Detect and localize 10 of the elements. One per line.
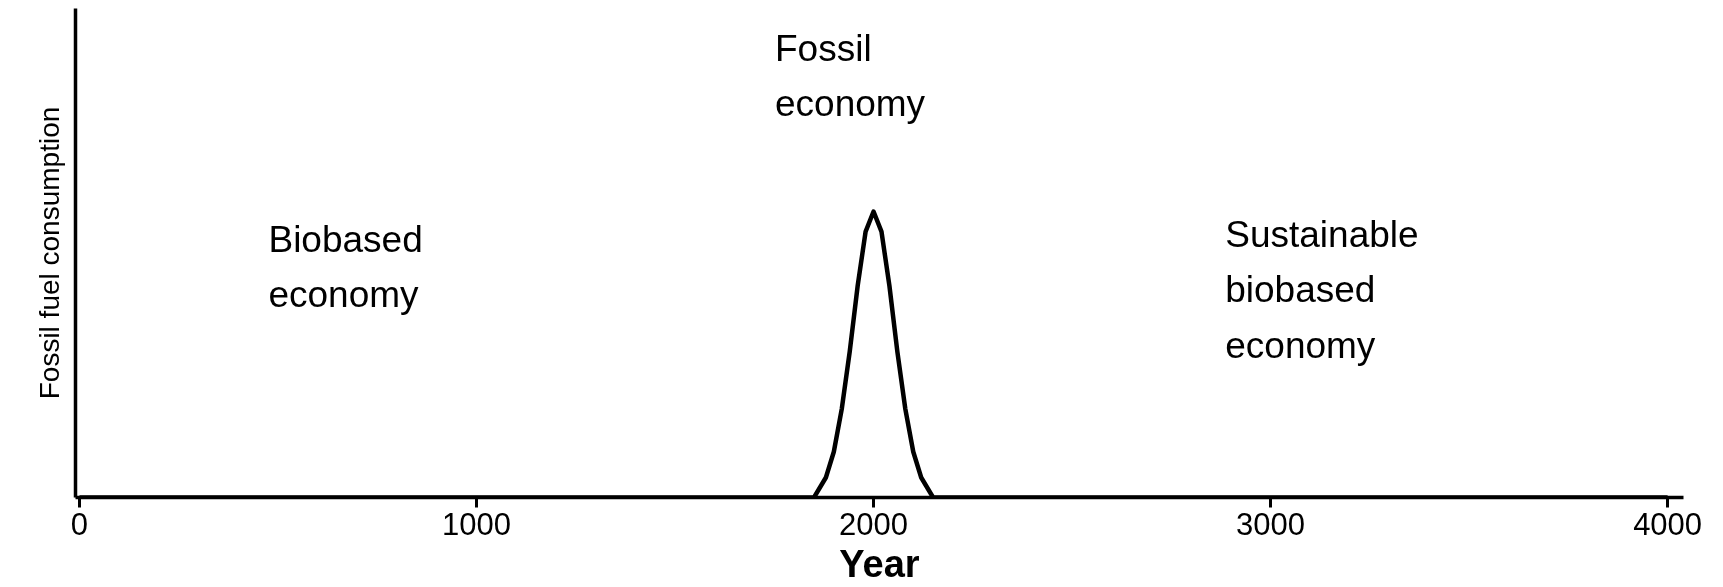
annotation: Biobased economy xyxy=(268,218,423,316)
text: Fossil economy xyxy=(774,28,926,125)
y-axis-title: Fossil fuel consumption xyxy=(33,106,65,400)
annotation: Sustainable biobased economy xyxy=(1225,213,1419,366)
x-tick-label: 4000 xyxy=(1633,506,1703,542)
x-tick-label: 1000 xyxy=(442,506,511,542)
x-tick-label: 3000 xyxy=(1236,506,1306,542)
x-axis-title: Year xyxy=(839,542,920,585)
x-tick-label: 0 xyxy=(70,506,89,542)
x-tick-label: 2000 xyxy=(839,506,909,542)
